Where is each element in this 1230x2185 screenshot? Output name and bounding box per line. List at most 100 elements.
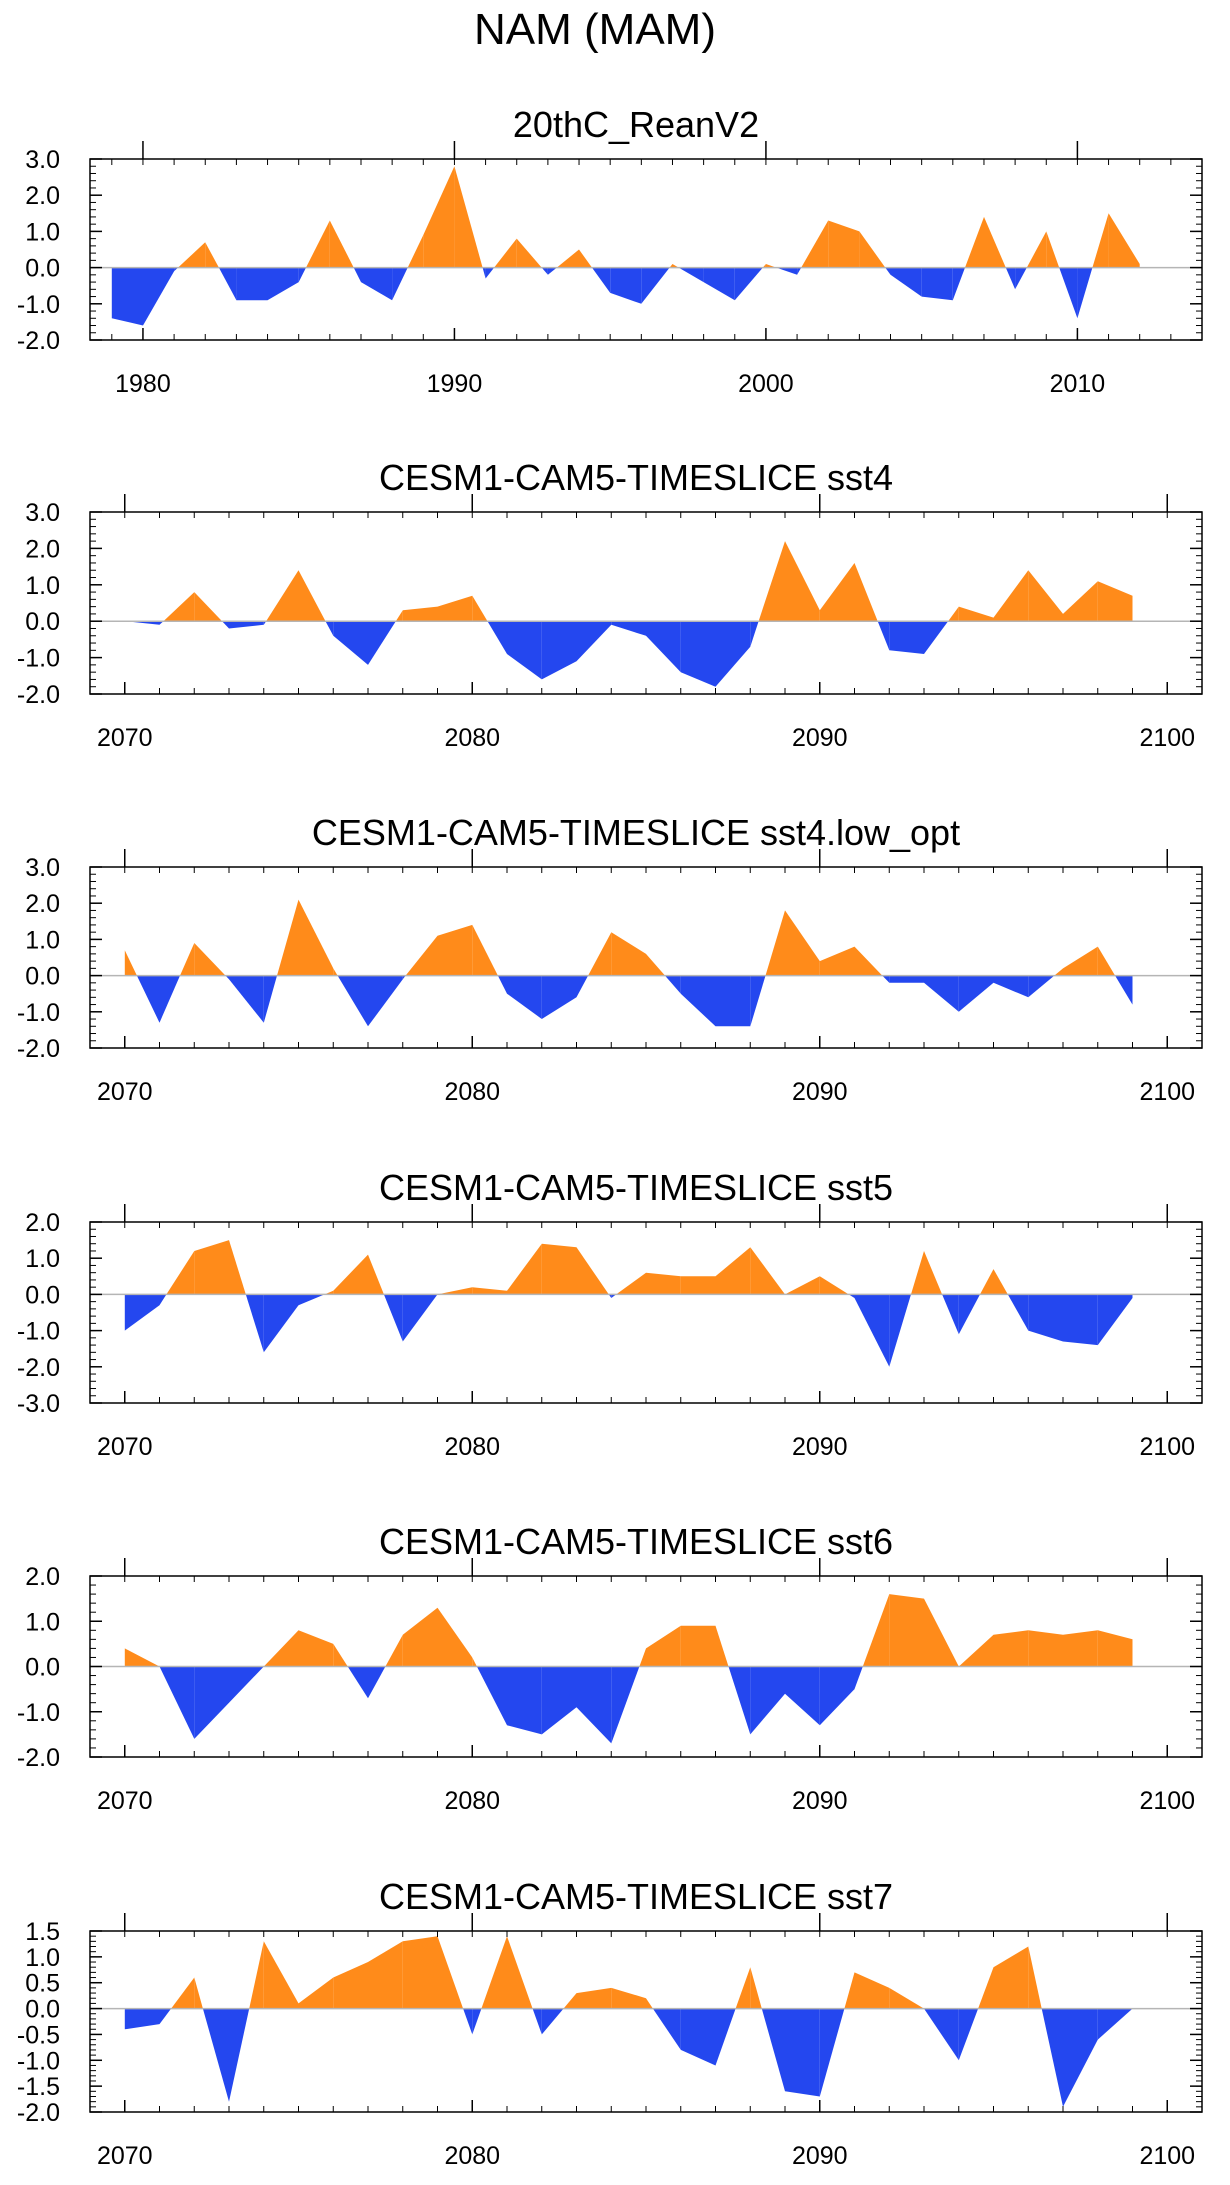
negative-area [611, 1294, 617, 1298]
y-tick-label: 0.5 [25, 1970, 60, 1998]
positive-area [765, 910, 785, 976]
negative-area [882, 975, 890, 983]
negative-area [402, 975, 406, 980]
panel-title: 20thC_ReanV2 [513, 104, 759, 145]
negative-area [611, 621, 646, 636]
negative-area [680, 975, 716, 1027]
negative-area [715, 621, 751, 687]
negative-area [229, 1666, 264, 1703]
negative-area [263, 1294, 299, 1353]
negative-area [576, 1666, 612, 1744]
negative-area [1097, 2008, 1133, 2040]
positive-area [1028, 1946, 1042, 2009]
negative-area [608, 1294, 612, 1298]
negative-area [229, 621, 264, 629]
negative-area [952, 267, 965, 301]
panel-title: CESM1-CAM5-TIMESLICE sst4.low_opt [312, 812, 960, 853]
y-tick-label: -1.0 [17, 1318, 60, 1346]
x-tick-label: 1980 [115, 370, 171, 398]
positive-area [1097, 581, 1133, 622]
negative-area [482, 267, 486, 279]
negative-area [715, 2008, 736, 2066]
negative-area [368, 621, 396, 665]
negative-area [159, 1666, 195, 1739]
y-tick-label: 1.0 [25, 1944, 60, 1972]
positive-area [758, 541, 785, 622]
positive-area [507, 1936, 533, 2009]
x-tick-label: 2070 [97, 1787, 153, 1815]
figure-title: NAM (MAM) [474, 5, 716, 54]
positive-area [762, 264, 766, 268]
negative-area [848, 1294, 855, 1298]
positive-area [194, 1977, 203, 2009]
positive-area [205, 242, 219, 268]
negative-area [497, 975, 507, 994]
negative-area [124, 2008, 160, 2030]
positive-area [911, 1251, 924, 1295]
positive-area [646, 1272, 681, 1295]
y-tick-label: 1.0 [25, 1245, 60, 1273]
y-tick-label: 0.0 [25, 255, 60, 283]
negative-area [890, 267, 922, 297]
negative-area [541, 621, 577, 680]
positive-area [948, 606, 959, 622]
chart-panel-4: CESM1-CAM5-TIMESLICE sst5 -3.0 -2.0 -1.0 0.0… [17, 1167, 1203, 1461]
positive-area [993, 1630, 1029, 1667]
positive-area [194, 1240, 229, 1295]
positive-area [828, 220, 860, 268]
negative-area [124, 1294, 160, 1331]
positive-area [785, 910, 820, 976]
negative-area [652, 2008, 681, 2050]
negative-area [942, 1294, 959, 1335]
negative-area [889, 975, 924, 983]
negative-area [1028, 975, 1055, 998]
negative-area [541, 1666, 577, 1735]
positive-area [819, 563, 855, 622]
y-tick-label: 1.0 [25, 218, 60, 246]
negative-area [541, 2008, 564, 2035]
negative-area [263, 975, 277, 1023]
negative-area [750, 621, 759, 647]
x-tick-label: 1990 [427, 370, 483, 398]
positive-area [862, 1594, 890, 1667]
x-tick-label: 2080 [444, 1433, 500, 1461]
negative-area [958, 975, 994, 1012]
negative-area [111, 267, 143, 326]
negative-area [245, 1294, 264, 1353]
positive-area [1097, 1630, 1133, 1667]
negative-area [143, 267, 175, 326]
x-tick-label: 2080 [444, 2142, 500, 2170]
negative-area [263, 621, 267, 625]
positive-area [1063, 946, 1098, 976]
negative-area [750, 1666, 785, 1735]
x-tick-label: 2090 [792, 1078, 848, 1106]
positive-area [1054, 968, 1063, 976]
x-tick-label: 2080 [444, 1078, 500, 1106]
positive-area [924, 1598, 959, 1667]
positive-area [472, 1287, 507, 1295]
positive-area [801, 220, 829, 268]
positive-area [437, 1936, 464, 2009]
negative-area [665, 975, 681, 994]
negative-area [819, 2008, 845, 2097]
negative-area [159, 1294, 167, 1306]
negative-area [1097, 1294, 1133, 1346]
positive-area [402, 606, 438, 622]
negative-area [680, 621, 716, 687]
negative-area [136, 975, 160, 1023]
positive-area [680, 1276, 716, 1295]
negative-area [715, 975, 751, 1027]
positive-area [646, 1998, 653, 2009]
positive-area [333, 1643, 348, 1667]
negative-area [487, 621, 507, 654]
negative-area [1059, 267, 1078, 319]
positive-area [472, 595, 488, 622]
negative-area [236, 267, 268, 301]
y-tick-label: -3.0 [17, 1390, 60, 1418]
positive-area [437, 595, 473, 622]
negative-area [174, 267, 178, 272]
positive-area [395, 610, 403, 622]
y-tick-label: 0.0 [25, 1281, 60, 1309]
negative-area [368, 975, 403, 1027]
x-tick-label: 2070 [97, 724, 153, 752]
